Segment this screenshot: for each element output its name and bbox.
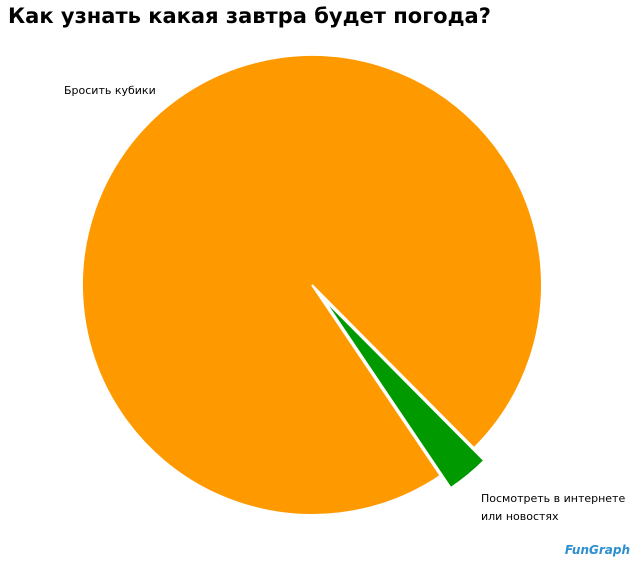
slice-label: Бросить кубики [64,84,156,97]
chart-title: Как узнать какая завтра будет погода? [8,4,491,28]
watermark: FunGraph [564,543,630,557]
slice-label: Посмотреть в интернете или новостях [481,492,626,523]
pie-slice [81,54,543,516]
pie-slice [321,296,486,490]
